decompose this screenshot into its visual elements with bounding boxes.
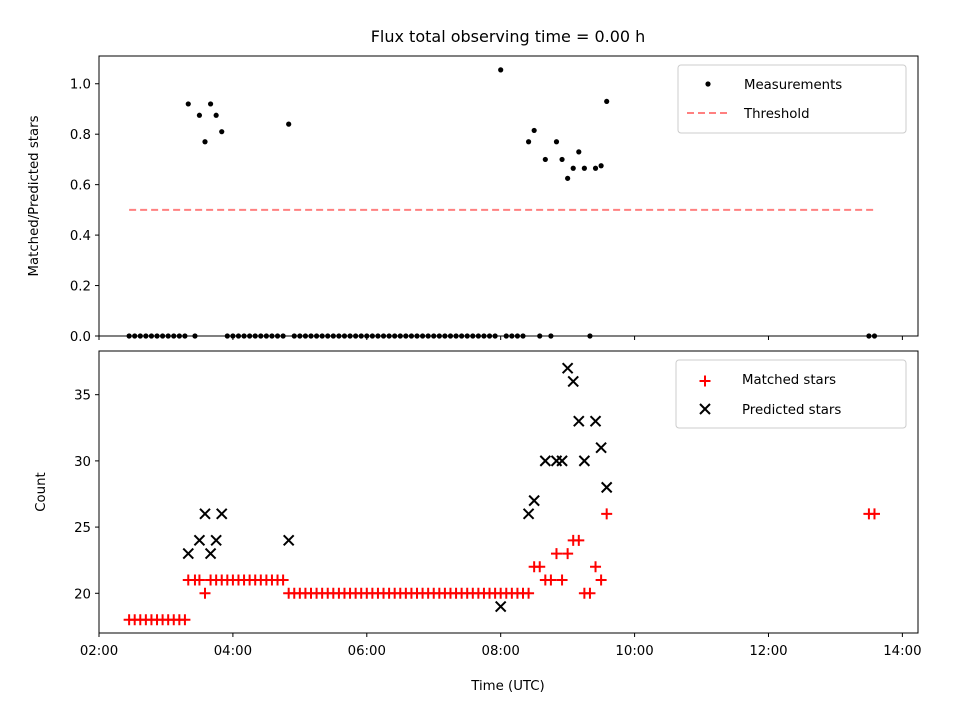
predicted-star-point bbox=[199, 508, 211, 520]
measurement-point bbox=[219, 129, 225, 135]
matched-star-point bbox=[584, 587, 596, 599]
top-panel: 0.0 0.2 0.4 0.6 0.8 1.0 Matched/Predicted sta… bbox=[27, 55, 919, 345]
legend-matched-marker bbox=[699, 375, 711, 387]
y-tick-label: 25 bbox=[74, 521, 91, 536]
chart-title: Flux total observing time = 0.00 h bbox=[371, 27, 646, 46]
measurement-point bbox=[286, 121, 292, 127]
y-tick-label: 0.8 bbox=[70, 128, 91, 143]
measurement-point bbox=[498, 67, 504, 73]
matched-star-point bbox=[523, 587, 535, 599]
matched-star-point bbox=[199, 587, 211, 599]
measurement-point bbox=[202, 139, 208, 145]
y-tick-label: 0.4 bbox=[70, 229, 91, 244]
predicted-star-point bbox=[494, 600, 507, 613]
measurement-point bbox=[542, 156, 548, 163]
predicted-star-point bbox=[210, 534, 222, 547]
measurement-point bbox=[592, 165, 599, 171]
legend-predicted-label: Predicted stars bbox=[742, 403, 841, 418]
x-tick-label: 06:00 bbox=[348, 644, 386, 659]
bottom-legend-box bbox=[675, 359, 907, 429]
bottom-axes-frame bbox=[98, 350, 919, 634]
predicted-star-point bbox=[539, 455, 552, 467]
matched-star-point bbox=[277, 574, 289, 586]
legend-matched-label: Matched stars bbox=[742, 373, 836, 388]
bottom-panel: 02:00 04:00 06:00 08:00 10:00 12:00 14:00 20 25… bbox=[34, 350, 922, 659]
bottom-data-marks bbox=[123, 362, 880, 626]
predicted-star-point bbox=[589, 415, 602, 427]
matched-star-point bbox=[595, 574, 607, 586]
predicted-star-point bbox=[595, 441, 607, 454]
measurement-point bbox=[207, 101, 214, 107]
bottom-legend: Matched stars Predicted stars bbox=[675, 359, 907, 429]
matched-star-point bbox=[556, 574, 568, 586]
predicted-star-point bbox=[567, 375, 579, 388]
y-tick-label: 20 bbox=[74, 587, 91, 602]
x-tick-label: 12:00 bbox=[749, 644, 787, 659]
x-tick-label: 14:00 bbox=[883, 644, 921, 659]
measurement-point bbox=[570, 165, 576, 171]
legend-measurements-marker bbox=[705, 81, 711, 87]
x-tick-label: 10:00 bbox=[615, 644, 653, 659]
predicted-star-point bbox=[182, 547, 194, 560]
predicted-star-point bbox=[600, 481, 613, 494]
measurement-point bbox=[531, 127, 537, 134]
y-tick-label: 0.0 bbox=[70, 330, 91, 345]
x-tick-label: 08:00 bbox=[482, 644, 520, 659]
measurement-point bbox=[598, 163, 604, 169]
measurement-point bbox=[213, 112, 219, 118]
predicted-star-point bbox=[216, 508, 228, 520]
matched-star-point bbox=[590, 561, 602, 573]
bottom-y-ticks: 20 25 30 35 bbox=[74, 389, 99, 602]
y-tick-label: 30 bbox=[74, 455, 91, 470]
x-tick-label: 02:00 bbox=[80, 644, 118, 659]
matched-star-point bbox=[601, 508, 613, 520]
matched-star-point bbox=[550, 548, 562, 560]
predicted-star-point bbox=[578, 455, 591, 467]
matched-star-point bbox=[193, 574, 205, 586]
top-y-ticks: 0.0 0.2 0.4 0.6 0.8 1.0 bbox=[70, 78, 99, 345]
matched-star-point bbox=[868, 508, 880, 520]
predicted-star-point bbox=[204, 547, 217, 560]
predicted-star-point bbox=[193, 534, 206, 547]
measurement-point bbox=[604, 98, 610, 105]
matched-star-point bbox=[534, 561, 546, 573]
predicted-star-point bbox=[522, 508, 535, 520]
predicted-star-point bbox=[556, 455, 568, 467]
x-axis-label: Time (UTC) bbox=[470, 679, 545, 694]
legend-measurements-label: Measurements bbox=[744, 78, 842, 93]
bottom-y-axis-label: Count bbox=[34, 472, 49, 512]
predicted-star-point bbox=[573, 415, 585, 427]
measurement-point bbox=[525, 139, 532, 145]
legend-predicted-marker bbox=[699, 403, 711, 415]
predicted-star-point bbox=[561, 362, 574, 374]
measurement-point bbox=[576, 149, 582, 155]
legend-threshold-label: Threshold bbox=[743, 107, 810, 122]
matched-star-point bbox=[179, 614, 191, 626]
matched-star-point bbox=[573, 534, 585, 546]
measurement-point bbox=[196, 112, 203, 118]
y-tick-label: 0.6 bbox=[70, 179, 91, 194]
measurement-point bbox=[553, 139, 560, 145]
top-axes-frame bbox=[98, 55, 919, 337]
top-y-axis-label: Matched/Predicted stars bbox=[27, 115, 42, 276]
bottom-x-ticks: 02:00 04:00 06:00 08:00 10:00 12:00 14:00 bbox=[80, 633, 922, 659]
predicted-star-point bbox=[528, 494, 540, 507]
measurement-point bbox=[559, 156, 565, 163]
matched-star-point bbox=[562, 548, 574, 560]
y-tick-label: 0.2 bbox=[70, 280, 91, 295]
y-tick-label: 1.0 bbox=[70, 78, 91, 93]
top-legend: Measurements Threshold bbox=[677, 64, 907, 134]
x-tick-label: 04:00 bbox=[214, 644, 252, 659]
matched-star-point bbox=[545, 574, 557, 586]
measurement-point bbox=[581, 165, 587, 171]
predicted-star-point bbox=[282, 534, 295, 547]
y-tick-label: 35 bbox=[74, 389, 91, 404]
top-legend-box bbox=[677, 64, 907, 134]
measurement-point bbox=[185, 101, 191, 107]
measurement-point bbox=[565, 175, 571, 181]
